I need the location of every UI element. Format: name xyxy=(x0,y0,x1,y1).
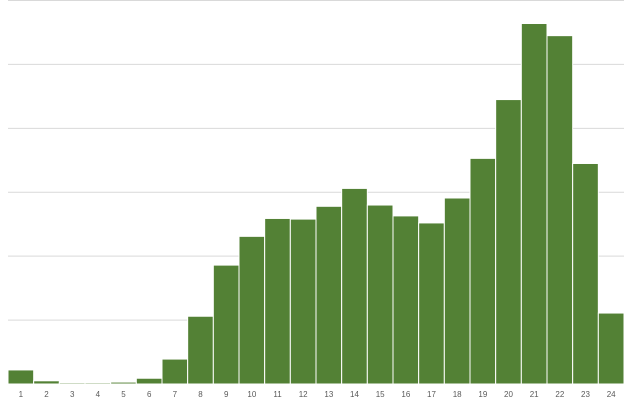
bar xyxy=(366,204,394,385)
x-tick-label: 1 xyxy=(19,390,24,399)
bar xyxy=(392,215,420,385)
bar xyxy=(469,157,497,385)
bar xyxy=(572,162,599,385)
bar xyxy=(546,35,574,385)
bar xyxy=(315,205,343,385)
bar xyxy=(212,264,240,385)
bar xyxy=(597,312,625,385)
x-tick-label: 3 xyxy=(70,390,75,399)
bar xyxy=(520,23,548,385)
bar xyxy=(238,235,266,385)
bar xyxy=(264,217,291,385)
x-tick-label: 18 xyxy=(453,390,462,399)
x-tick-label: 4 xyxy=(96,390,101,399)
x-tick-label: 15 xyxy=(376,390,385,399)
x-tick-label: 16 xyxy=(401,390,410,399)
bar xyxy=(289,218,317,385)
x-tick-label: 2 xyxy=(44,390,49,399)
bar xyxy=(443,197,471,385)
bar xyxy=(341,187,368,385)
bar xyxy=(135,377,163,385)
x-tick-label: 17 xyxy=(427,390,436,399)
x-tick-label: 12 xyxy=(299,390,308,399)
x-tick-label: 22 xyxy=(555,390,564,399)
bar xyxy=(495,99,522,385)
bar xyxy=(84,382,112,385)
bar xyxy=(187,315,214,385)
x-tick-label: 24 xyxy=(607,390,616,399)
x-tick-label: 8 xyxy=(198,390,203,399)
x-tick-label: 20 xyxy=(504,390,513,399)
x-tick-label: 5 xyxy=(121,390,126,399)
bar xyxy=(33,380,60,385)
bar xyxy=(110,381,137,385)
x-tick-label: 23 xyxy=(581,390,590,399)
x-tick-label: 11 xyxy=(273,390,282,399)
bar xyxy=(58,382,86,385)
x-tick-label: 10 xyxy=(247,390,256,399)
x-tick-label: 13 xyxy=(324,390,333,399)
bar xyxy=(161,358,189,385)
bar xyxy=(7,369,35,385)
x-tick-label: 6 xyxy=(147,390,152,399)
x-tick-label: 14 xyxy=(350,390,359,399)
x-tick-label: 19 xyxy=(478,390,487,399)
x-tick-label: 7 xyxy=(173,390,178,399)
x-tick-label: 9 xyxy=(224,390,229,399)
x-tick-label: 21 xyxy=(530,390,539,399)
bar xyxy=(418,222,445,385)
